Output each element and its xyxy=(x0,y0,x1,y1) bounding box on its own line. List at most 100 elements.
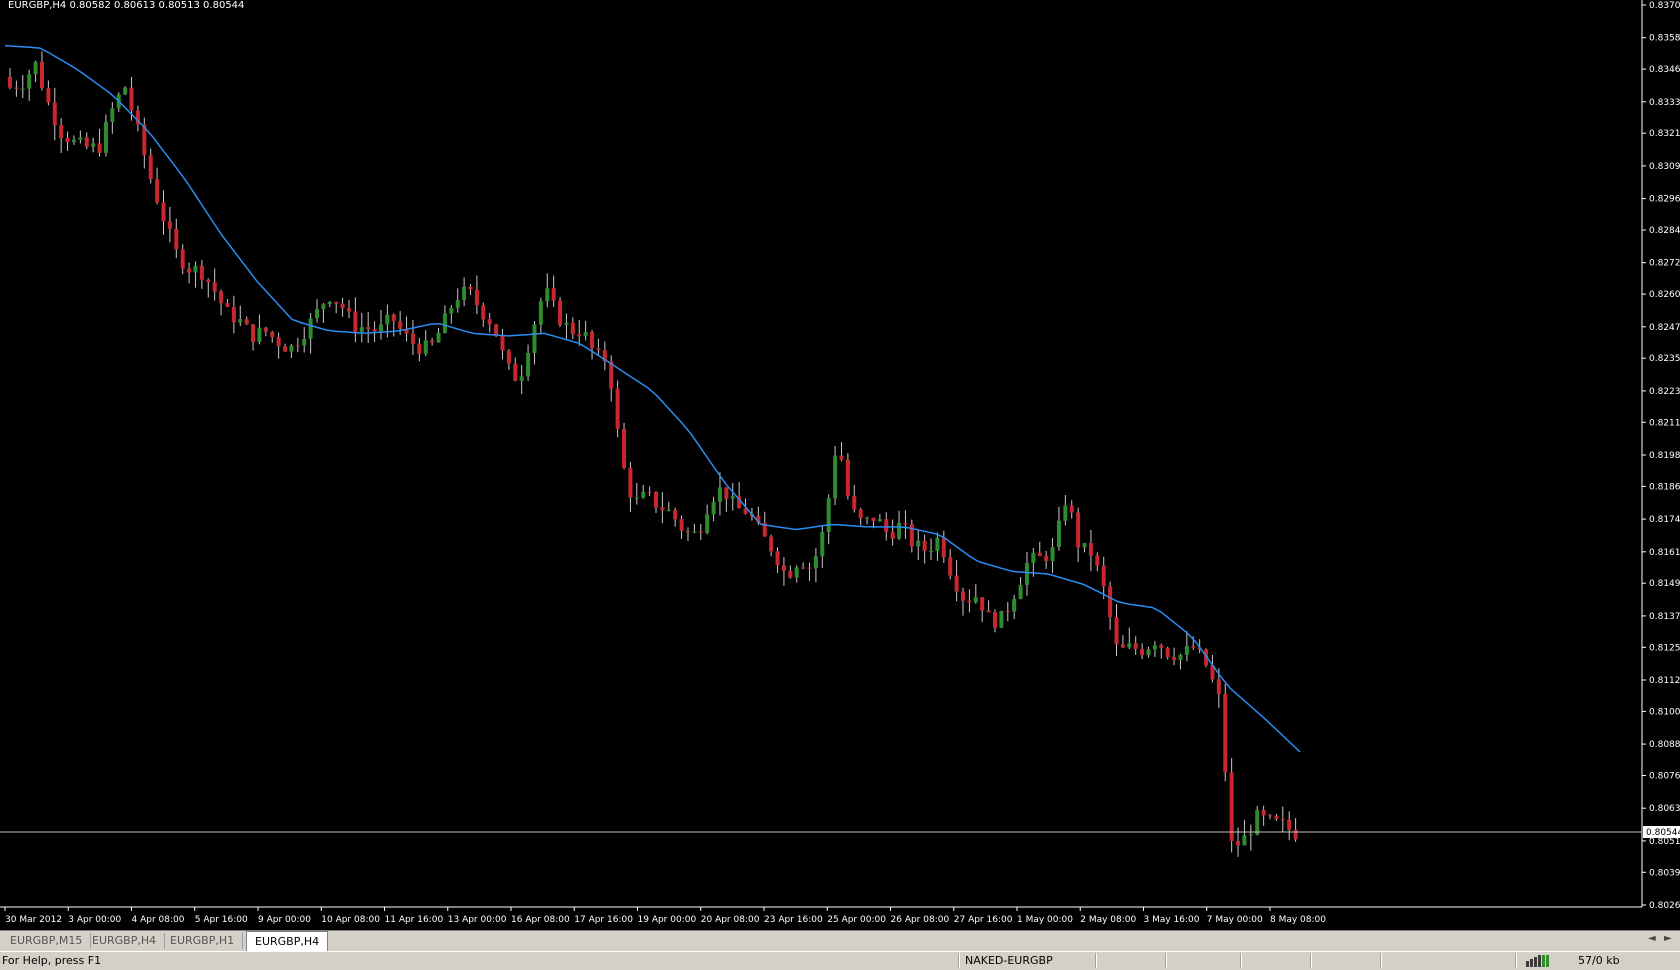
candle-bull xyxy=(1248,834,1253,836)
candle-bear xyxy=(500,336,505,351)
candle-bull xyxy=(110,108,115,122)
candle-bear xyxy=(922,540,927,552)
candle-bear xyxy=(628,467,633,498)
candle-bull xyxy=(711,501,716,515)
candle-bull xyxy=(897,522,902,539)
time-tick-label: 26 Apr 08:00 xyxy=(891,915,950,925)
candle-bull xyxy=(519,376,524,381)
candle-bull xyxy=(27,74,32,89)
candle-bear xyxy=(346,308,351,312)
candle-bull xyxy=(641,491,646,498)
candle-bear xyxy=(596,348,601,351)
candle-bear xyxy=(52,102,57,126)
candle-bull xyxy=(1255,810,1260,835)
tab-eurgbp-h4-1[interactable]: EURGBP,H4 xyxy=(84,933,166,949)
candle-bear xyxy=(1069,505,1074,513)
candle-bear xyxy=(474,289,479,306)
candle-bear xyxy=(858,509,863,519)
candle-bull xyxy=(449,307,454,314)
candle-bull xyxy=(1063,505,1068,521)
candle-bull xyxy=(1050,547,1055,561)
candle-bull xyxy=(78,137,83,140)
tab-eurgbp-h4-active[interactable]: EURGBP,H4 xyxy=(246,931,329,951)
candle-bear xyxy=(417,343,422,354)
candle-bear xyxy=(39,61,44,89)
candle-bear xyxy=(980,597,985,611)
tab-eurgbp-m15[interactable]: EURGBP,M15 xyxy=(2,933,92,949)
candle-bull xyxy=(315,309,320,319)
candle-bear xyxy=(1287,819,1292,830)
candle-bear xyxy=(391,314,396,322)
candle-bull xyxy=(794,567,799,578)
candle-bull xyxy=(359,327,364,332)
candle-bear xyxy=(513,363,518,381)
time-tick-label: 2 May 08:00 xyxy=(1080,915,1136,925)
candle-bear xyxy=(244,319,249,325)
candle-bull xyxy=(1056,520,1061,548)
candle-bear xyxy=(84,137,89,147)
candle-bull xyxy=(71,139,76,143)
candle-bull xyxy=(634,497,639,499)
candle-bear xyxy=(1268,815,1273,817)
candle-bear xyxy=(199,265,204,280)
candle-bear xyxy=(762,522,767,537)
candle-bull xyxy=(20,88,25,90)
candle-bear xyxy=(577,334,582,337)
candle-bull xyxy=(583,332,588,337)
price-tick-label: 0.83335 xyxy=(1649,98,1680,108)
candle-bear xyxy=(180,249,185,269)
candle-bear xyxy=(743,508,748,514)
price-tick-label: 0.81005 xyxy=(1649,707,1680,717)
status-separator xyxy=(1310,953,1312,968)
candle-bear xyxy=(590,332,595,349)
candle-bear xyxy=(1236,841,1241,846)
candle-bull xyxy=(1146,649,1151,656)
time-tick-label: 1 May 00:00 xyxy=(1017,915,1073,925)
candle-bear xyxy=(366,327,371,330)
tab-eurgbp-h1[interactable]: EURGBP,H1 xyxy=(162,933,244,949)
candle-bear xyxy=(129,87,134,111)
candle-bear xyxy=(212,282,217,292)
candle-bull xyxy=(813,556,818,569)
chart-tabs-bar: EURGBP,M15 EURGBP,H4 EURGBP,H1 EURGBP,H4… xyxy=(0,930,1680,951)
candle-bear xyxy=(871,517,876,522)
candle-bear xyxy=(1261,810,1266,816)
candle-bear xyxy=(986,610,991,613)
candle-bull xyxy=(1242,835,1247,846)
time-tick-label: 17 Apr 16:00 xyxy=(574,915,633,925)
candle-bear xyxy=(884,519,889,532)
candle-bear xyxy=(1159,645,1164,648)
candle-bear xyxy=(430,340,435,343)
candle-bear xyxy=(206,279,211,283)
candle-bear xyxy=(283,346,288,352)
tab-scroll-right-icon[interactable]: ► xyxy=(1664,933,1672,944)
candle-bear xyxy=(14,87,19,89)
candle-bear xyxy=(468,286,473,290)
price-tick-label: 0.81985 xyxy=(1649,451,1680,461)
candle-bull xyxy=(436,332,441,343)
candle-bull xyxy=(916,540,921,547)
price-tick-label: 0.82845 xyxy=(1649,226,1680,236)
candle-bull xyxy=(91,143,96,147)
candle-bull xyxy=(193,265,198,273)
candle-bull xyxy=(929,550,934,552)
candle-bear xyxy=(941,537,946,558)
candle-bull xyxy=(238,319,243,323)
time-tick-label: 3 Apr 00:00 xyxy=(68,915,121,925)
tab-scroll-left-icon[interactable]: ◄ xyxy=(1648,933,1656,944)
candle-bear xyxy=(225,303,230,307)
candle-bull xyxy=(1152,645,1157,650)
candle-bear xyxy=(1133,643,1138,649)
candle-bull xyxy=(455,299,460,308)
candle-bear xyxy=(1044,556,1049,561)
candle-bear xyxy=(59,125,64,139)
time-tick-label: 9 Apr 00:00 xyxy=(258,915,311,925)
candle-bear xyxy=(187,268,192,273)
candle-bear xyxy=(961,591,966,601)
